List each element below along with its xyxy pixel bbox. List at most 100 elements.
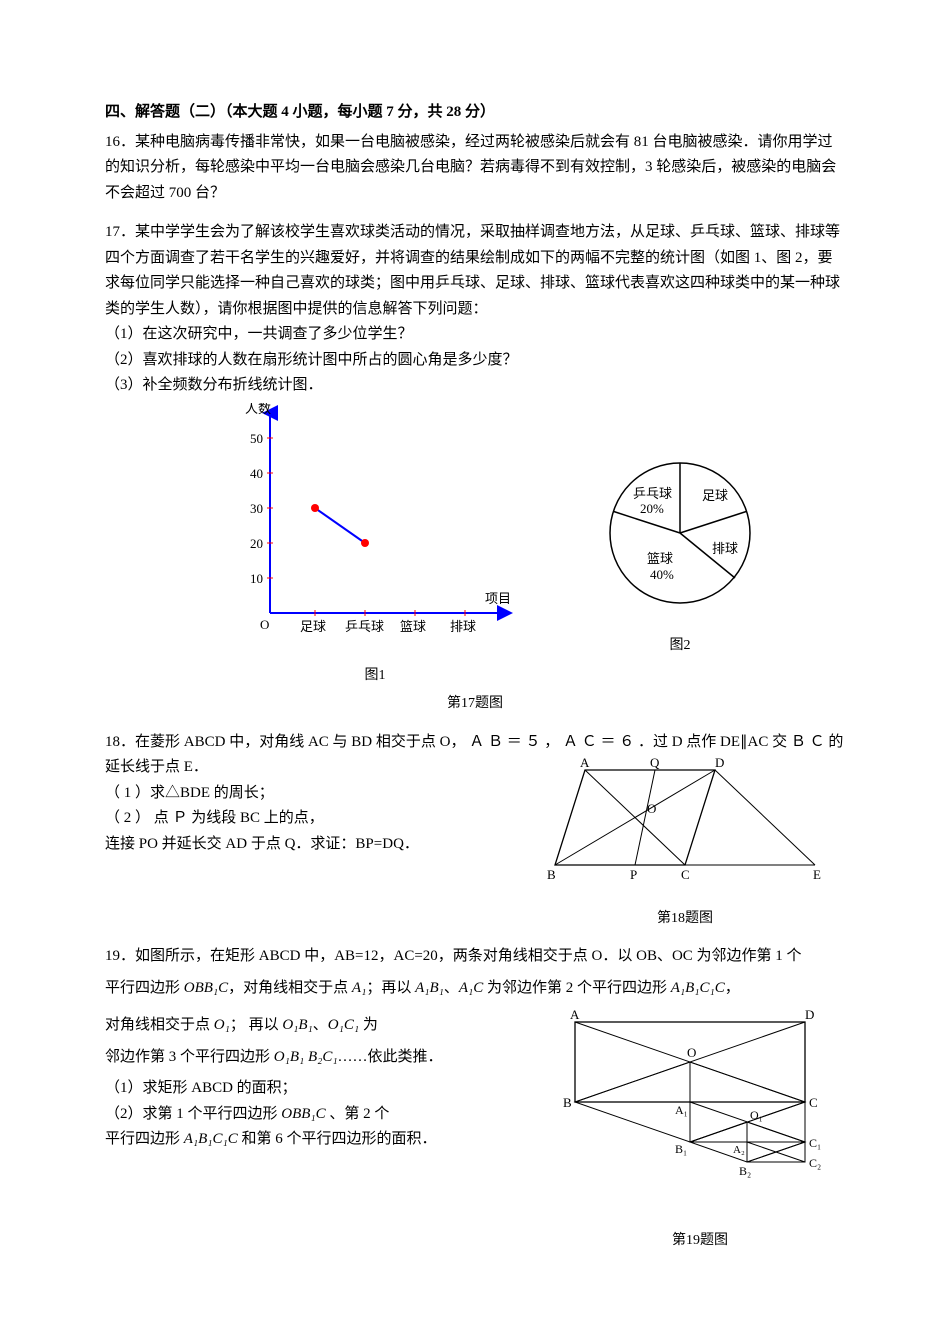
p17-intro: 某中学学生会为了解该校学生喜欢球类活动的情况，采取抽样调查地方法，从足球、乒乓球… xyxy=(105,224,840,317)
ytick-40: 40 xyxy=(250,466,263,481)
sym-OBB1C: OBB₁C xyxy=(184,980,228,996)
p17-num: 17． xyxy=(105,224,135,240)
p19-l2a: 平行四边形 xyxy=(105,980,184,996)
lbl19-B1: B₁ xyxy=(675,1142,687,1156)
problem-16: 16．某种电脑病毒传播非常快，如果一台电脑被感染，经过两轮被感染后就会有 81 … xyxy=(105,130,845,207)
p16-num: 16． xyxy=(105,134,135,150)
lbl19-O: O xyxy=(687,1045,696,1060)
lbl-O: O xyxy=(647,801,656,816)
p17-line-chart: 10 20 30 40 50 足球 乒乓球 篮球 xyxy=(230,403,520,688)
p19-svg: A D B C O A₁ O₁ B₁ C₁ A₂ B₂ C₂ xyxy=(555,1007,835,1217)
lbl-E: E xyxy=(813,867,821,882)
p19-q3a: 平行四边形 xyxy=(105,1131,184,1147)
lbl-P: P xyxy=(630,867,637,882)
line-chart-svg: 10 20 30 40 50 足球 乒乓球 篮球 xyxy=(230,403,520,653)
p18-num: 18． xyxy=(105,734,135,750)
fig2-caption: 图2 xyxy=(580,634,780,658)
lbl19-B: B xyxy=(563,1095,572,1110)
p18-q1: （ 1 ）求△BDE 的周长； xyxy=(105,781,525,807)
line-de xyxy=(715,770,815,865)
p19-q3b: 和第 6 个平行四边形的面积． xyxy=(238,1131,437,1147)
p19-q2b: 、第 2 个 xyxy=(326,1106,390,1122)
p19-q1: （1）求矩形 ABCD 的面积； xyxy=(105,1076,545,1102)
pie-label-fb: 足球 xyxy=(702,488,728,503)
lbl19-D: D xyxy=(805,1007,814,1022)
lbl-B: B xyxy=(547,867,556,882)
sym-O1: O₁ xyxy=(214,1017,230,1033)
lbl-Q: Q xyxy=(650,755,660,770)
p18-intro-a: 在菱形 ABCD 中，对角线 AC 与 BD 相交于点 O， Ａ Ｂ ＝ ５ ，… xyxy=(135,734,843,750)
p19-l2b: ，对角线相交于点 xyxy=(228,980,352,996)
line-pq xyxy=(635,770,655,865)
pie-label-bb: 篮球 xyxy=(647,551,673,566)
sym-A1B1C1C-2: A₁B₁C₁C xyxy=(184,1131,238,1147)
xcat-0: 足球 xyxy=(300,619,326,634)
sym-O1C1: O₁C₁ xyxy=(328,1017,359,1033)
xcat-3: 排球 xyxy=(450,619,476,634)
fig1-caption: 图1 xyxy=(230,664,520,688)
p18-svg: A Q D O B P C E xyxy=(525,755,835,895)
p17-overall-caption: 第17题图 xyxy=(105,692,845,716)
problem-19: 19．如图所示，在矩形 ABCD 中，AB=12，AC=20，两条对角线相交于点… xyxy=(105,944,845,1252)
lbl-C: C xyxy=(681,867,690,882)
section-header: 四、解答题（二）（本大题 4 小题，每小题 7 分，共 28 分） xyxy=(105,100,845,126)
problem-18: 18．在菱形 ABCD 中，对角线 AC 与 BD 相交于点 O， Ａ Ｂ ＝ … xyxy=(105,730,845,931)
x-axis-label: 项目 xyxy=(485,591,511,606)
p19-l3a: 对角线相交于点 xyxy=(105,1017,214,1033)
pie-label-pp: 乒乓球 xyxy=(633,486,672,501)
p19-l2d: 、 xyxy=(444,980,459,996)
data-line xyxy=(315,508,365,543)
p19-l3c: 、 xyxy=(313,1017,328,1033)
lbl19-C1: C₁ xyxy=(809,1136,821,1150)
p19-q2a: （2）求第 1 个平行四边形 xyxy=(105,1106,281,1122)
p19-caption: 第19题图 xyxy=(555,1229,845,1253)
lbl19-C: C xyxy=(809,1095,818,1110)
ytick-50: 50 xyxy=(250,431,263,446)
p18-q2: （ 2 ） 点 Ｐ 为线段 BC 上的点， xyxy=(105,806,525,832)
p19-intro: 如图所示，在矩形 ABCD 中，AB=12，AC=20，两条对角线相交于点 O．… xyxy=(135,948,802,964)
p19-figure: A D B C O A₁ O₁ B₁ C₁ A₂ B₂ C₂ 第19题图 xyxy=(545,1007,845,1252)
p19-l3b: ； 再以 xyxy=(230,1017,283,1033)
p19-l2c: ；再以 xyxy=(366,980,415,996)
sym-A1: A₁ xyxy=(352,980,366,996)
sym-O1B1B2C1: O₁B₁ B₂C₁ xyxy=(274,1049,338,1065)
p18-q3: 连接 PO 并延长交 AD 于点 Q．求证：BP=DQ． xyxy=(105,832,525,858)
sym-A1B1C1C: A₁B₁C₁C xyxy=(671,980,725,996)
lbl19-C2: C₂ xyxy=(809,1156,821,1170)
xcat-1: 乒乓球 xyxy=(345,619,384,634)
lbl19-A: A xyxy=(570,1007,580,1022)
ytick-20: 20 xyxy=(250,536,263,551)
problem-17: 17．某中学学生会为了解该校学生喜欢球类活动的情况，采取抽样调查地方法，从足球、… xyxy=(105,220,845,716)
pie-pct-bb: 40% xyxy=(650,567,674,582)
ytick-10: 10 xyxy=(250,571,263,586)
sym-A1C: A₁C xyxy=(459,980,483,996)
p18-figure: A Q D O B P C E 第18题图 xyxy=(525,755,845,930)
p19-l3d: 为 xyxy=(359,1017,378,1033)
lbl-D: D xyxy=(715,755,724,770)
p17-figures: 10 20 30 40 50 足球 乒乓球 篮球 xyxy=(165,403,845,688)
p17-q3: （3）补全频数分布折线统计图． xyxy=(105,373,845,399)
pie-chart-svg: 乒乓球 20% 足球 排球 篮球 40% xyxy=(580,453,780,623)
p19-l4: 邻边作第 3 个平行四边形 xyxy=(105,1049,274,1065)
pie-label-vb: 排球 xyxy=(712,541,738,556)
p19-l2e: 为邻边作第 2 个平行四边形 xyxy=(483,980,671,996)
p19-l4b: ……依此类推． xyxy=(338,1049,443,1065)
data-point-0 xyxy=(311,504,319,512)
lbl-A: A xyxy=(580,755,590,770)
p18-caption: 第18题图 xyxy=(525,907,845,931)
p17-q2: （2）喜欢排球的人数在扇形统计图中所占的圆心角是多少度？ xyxy=(105,348,845,374)
p19-l2f: ， xyxy=(725,980,740,996)
diag-bd xyxy=(555,770,715,865)
pie-pct-pp: 20% xyxy=(640,501,664,516)
origin-label: O xyxy=(260,617,269,632)
lbl19-O1: O₁ xyxy=(750,1108,763,1122)
y-axis-label: 人数 xyxy=(245,403,271,416)
sym-OBB1C-2: OBB₁C xyxy=(281,1106,325,1122)
p16-text: 某种电脑病毒传播非常快，如果一台电脑被感染，经过两轮被感染后就会有 81 台电脑… xyxy=(105,134,836,201)
data-point-1 xyxy=(361,539,369,547)
p18-intro-b: 延长线于点 E． xyxy=(105,755,525,781)
sym-O1B1: O₁B₁ xyxy=(282,1017,312,1033)
xcat-2: 篮球 xyxy=(400,619,426,634)
lbl19-B2: B₂ xyxy=(739,1164,751,1178)
sym-A1B1: A₁B₁ xyxy=(415,980,444,996)
